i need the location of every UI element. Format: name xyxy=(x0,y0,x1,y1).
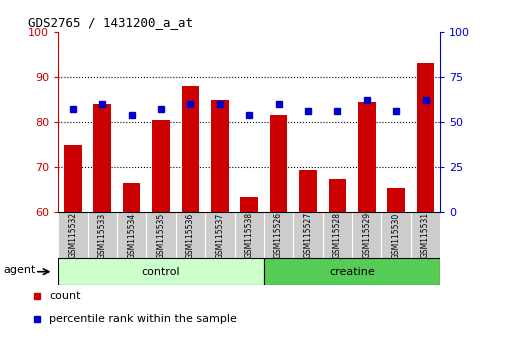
Bar xyxy=(93,104,111,212)
Text: GSM115531: GSM115531 xyxy=(420,212,429,258)
Bar xyxy=(205,212,234,258)
Text: GSM115537: GSM115537 xyxy=(215,212,224,258)
Text: control: control xyxy=(141,267,180,277)
Text: GDS2765 / 1431200_a_at: GDS2765 / 1431200_a_at xyxy=(28,16,192,29)
Text: agent: agent xyxy=(3,266,35,275)
Text: GSM115533: GSM115533 xyxy=(97,212,107,258)
Bar xyxy=(298,170,316,212)
Text: creatine: creatine xyxy=(329,267,374,277)
Bar xyxy=(240,196,258,212)
Bar xyxy=(211,99,228,212)
Bar xyxy=(293,212,322,258)
Text: percentile rank within the sample: percentile rank within the sample xyxy=(49,314,236,325)
Text: GSM115527: GSM115527 xyxy=(303,212,312,258)
Text: count: count xyxy=(49,291,80,302)
Text: GSM115526: GSM115526 xyxy=(274,212,282,258)
Bar xyxy=(410,212,439,258)
Text: GSM115529: GSM115529 xyxy=(362,212,371,258)
Bar xyxy=(264,258,439,285)
Text: GSM115538: GSM115538 xyxy=(244,212,253,258)
Bar xyxy=(87,212,117,258)
Bar xyxy=(264,212,293,258)
Bar xyxy=(269,115,287,212)
Bar xyxy=(181,86,199,212)
Bar xyxy=(351,212,381,258)
Text: GSM115535: GSM115535 xyxy=(156,212,165,258)
Bar xyxy=(117,212,146,258)
Bar xyxy=(175,212,205,258)
Text: GSM115534: GSM115534 xyxy=(127,212,136,258)
Bar xyxy=(328,178,345,212)
Bar xyxy=(386,188,404,212)
Bar xyxy=(234,212,264,258)
Bar xyxy=(381,212,410,258)
Bar xyxy=(64,145,81,212)
Bar xyxy=(58,212,87,258)
Text: GSM115528: GSM115528 xyxy=(332,212,341,258)
Bar xyxy=(146,212,175,258)
Bar xyxy=(58,258,264,285)
Text: GSM115530: GSM115530 xyxy=(391,212,400,258)
Bar xyxy=(322,212,351,258)
Text: GSM115532: GSM115532 xyxy=(68,212,77,258)
Bar xyxy=(416,63,433,212)
Bar xyxy=(152,120,170,212)
Bar xyxy=(123,183,140,212)
Bar xyxy=(357,102,375,212)
Text: GSM115536: GSM115536 xyxy=(185,212,194,258)
